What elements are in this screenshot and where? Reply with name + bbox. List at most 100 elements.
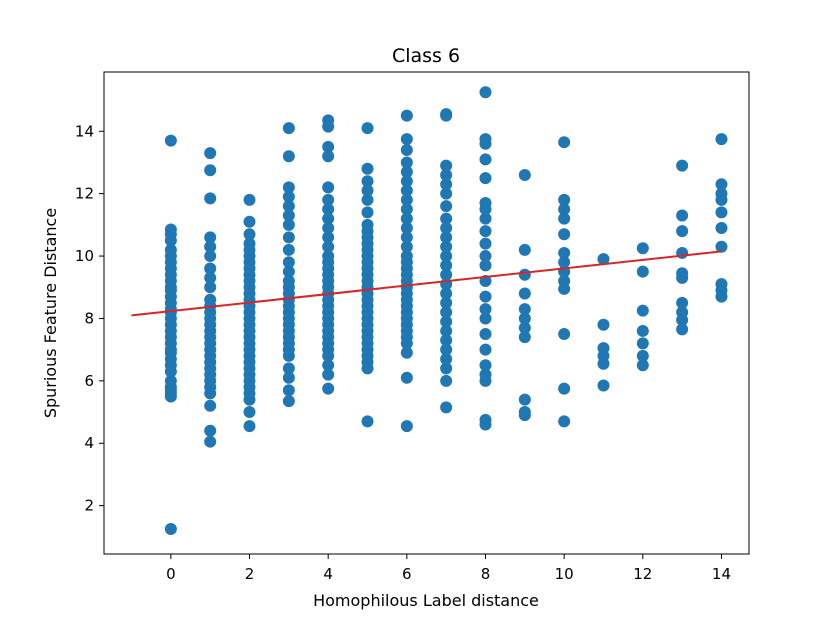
data-point	[715, 187, 728, 200]
data-point	[558, 328, 571, 341]
data-point	[715, 221, 728, 234]
data-point	[440, 168, 453, 181]
data-point	[400, 156, 413, 169]
x-tick-label: 6	[402, 565, 412, 583]
data-point	[440, 159, 453, 172]
x-tick-label: 14	[712, 565, 731, 583]
data-point	[243, 420, 256, 433]
y-tick-label: 12	[75, 185, 94, 203]
data-point	[518, 287, 531, 300]
data-point	[282, 384, 295, 397]
data-point	[558, 203, 571, 216]
data-point	[479, 197, 492, 210]
data-point	[440, 296, 453, 309]
data-point	[597, 379, 610, 392]
data-point	[322, 212, 335, 225]
y-tick-label: 14	[75, 122, 94, 140]
data-point	[636, 304, 649, 317]
data-point	[400, 133, 413, 146]
data-point	[479, 153, 492, 166]
data-point	[518, 393, 531, 406]
data-point	[558, 193, 571, 206]
data-point	[282, 209, 295, 222]
data-point	[715, 240, 728, 253]
regression-line	[131, 250, 722, 317]
x-tick-label: 0	[166, 565, 176, 583]
data-point	[322, 382, 335, 395]
data-point	[164, 134, 177, 147]
data-point	[440, 200, 453, 213]
data-point	[479, 312, 492, 325]
data-point	[282, 150, 295, 163]
y-tick-label: 6	[84, 372, 94, 390]
data-point	[479, 250, 492, 263]
data-point	[282, 275, 295, 288]
data-point	[282, 218, 295, 231]
data-point	[479, 368, 492, 381]
data-point	[282, 265, 295, 278]
data-point	[282, 200, 295, 213]
data-point	[636, 349, 649, 362]
data-point	[204, 147, 217, 160]
data-point	[440, 324, 453, 337]
data-point	[282, 122, 295, 135]
data-point	[322, 359, 335, 372]
data-point	[322, 221, 335, 234]
data-point	[204, 399, 217, 412]
data-point	[440, 108, 453, 121]
data-point	[400, 184, 413, 197]
data-point	[322, 250, 335, 263]
data-point	[597, 318, 610, 331]
data-point	[400, 143, 413, 156]
data-point	[400, 165, 413, 178]
data-point	[479, 328, 492, 341]
data-point	[204, 192, 217, 205]
data-point	[479, 259, 492, 272]
data-point	[676, 267, 689, 280]
data-point	[204, 164, 217, 177]
data-point	[400, 371, 413, 384]
data-point	[164, 223, 177, 236]
data-point	[204, 250, 217, 263]
x-tick-label: 8	[481, 565, 491, 583]
data-point	[479, 343, 492, 356]
data-point	[558, 246, 571, 259]
data-point	[676, 246, 689, 259]
data-point	[322, 203, 335, 216]
x-tick-label: 2	[245, 565, 255, 583]
data-point	[282, 256, 295, 269]
data-point	[440, 401, 453, 414]
data-point	[558, 136, 571, 149]
data-point	[676, 225, 689, 238]
data-point	[164, 523, 177, 536]
data-point	[204, 262, 217, 275]
data-point	[440, 250, 453, 263]
data-point	[558, 275, 571, 288]
data-point	[322, 368, 335, 381]
y-axis-label: Spurious Feature Distance	[41, 208, 60, 418]
data-point	[440, 240, 453, 253]
data-point	[164, 374, 177, 387]
data-point	[518, 331, 531, 344]
data-point	[558, 212, 571, 225]
data-point	[282, 243, 295, 256]
data-point	[636, 324, 649, 337]
data-point	[400, 420, 413, 433]
data-point	[243, 193, 256, 206]
data-point	[322, 240, 335, 253]
data-point	[518, 268, 531, 281]
x-tick-label: 4	[323, 565, 333, 583]
data-point	[282, 362, 295, 375]
data-point	[676, 159, 689, 172]
y-ticks: 2 4 6 8 10 12 14	[75, 122, 104, 515]
data-point	[361, 415, 374, 428]
data-point	[400, 346, 413, 359]
data-point	[322, 193, 335, 206]
plot-frame	[103, 71, 750, 555]
data-point	[361, 218, 374, 231]
data-point	[400, 231, 413, 244]
data-point	[204, 424, 217, 437]
data-point	[440, 343, 453, 356]
y-tick-label: 8	[84, 309, 94, 327]
data-point	[715, 133, 728, 146]
